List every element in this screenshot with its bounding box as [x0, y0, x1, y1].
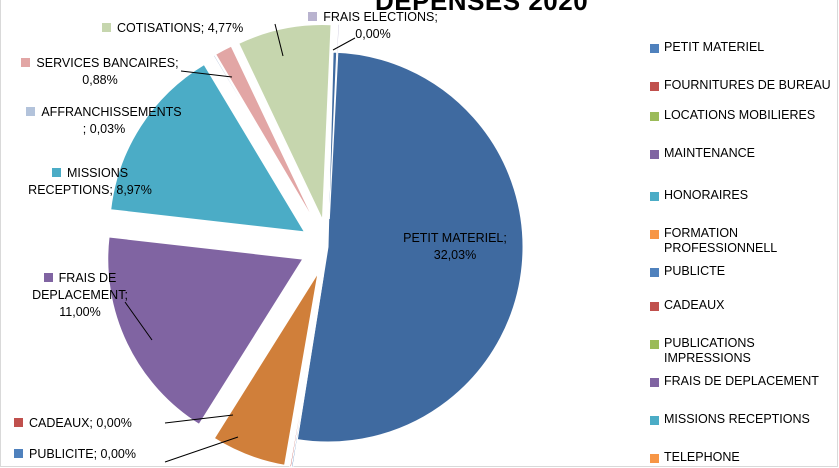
- data-label-frais-de-deplacement: FRAIS DE DEPLACEMENT; 11,00%: [32, 271, 128, 319]
- legend-item: PUBLICTE: [650, 264, 839, 279]
- data-label-services-bancaires: SERVICES BANCAIRES; 0,88%: [10, 55, 190, 89]
- legend-swatch: [650, 150, 659, 159]
- legend-item: PETIT MATERIEL: [650, 40, 839, 55]
- legend-swatch: [650, 454, 659, 463]
- data-label-missions-receptions: MISSIONS RECEPTIONS; 8,97%: [28, 166, 152, 197]
- legend-label: FOURNITURES DE BUREAU: [664, 78, 831, 92]
- legend-label: PUBLICTE: [664, 264, 726, 278]
- legend-label: FRAIS DE DEPLACEMENT: [664, 374, 819, 388]
- pie-slice-affranchissements: [212, 54, 315, 224]
- label-swatch: [21, 58, 31, 67]
- pie-slice-petit-materiel: [296, 51, 524, 443]
- data-label-petit-materiel: PETIT MATERIEL; 32,03%: [403, 231, 507, 262]
- pie-slice-services-bancaires: [215, 45, 316, 223]
- legend-swatch: [650, 82, 659, 91]
- legend-item: FRAIS DE DEPLACEMENT: [650, 374, 839, 389]
- leader-line: [124, 301, 153, 341]
- data-label-affranchissements: AFFRANCHISSEMENTS; 0,03%: [14, 104, 194, 138]
- legend-label: FORMATION PROFESSIONNELL: [664, 226, 778, 255]
- data-label-cotisations: COTISATIONS; 4,77%: [102, 20, 282, 37]
- pie-slice-cadeaux: [289, 274, 324, 468]
- legend-item: MAINTENANCE: [650, 146, 839, 161]
- legend-label: CADEAUX: [664, 298, 725, 312]
- legend-item: PUBLICATIONS IMPRESSIONS: [650, 336, 839, 366]
- data-label-publicite: PUBLICITE; 0,00%: [14, 446, 164, 463]
- legend-swatch: [650, 378, 659, 387]
- label-swatch: [14, 418, 23, 427]
- legend-label: PETIT MATERIEL: [664, 40, 765, 54]
- leader-line: [332, 37, 356, 51]
- legend-label: TELEPHONE: [664, 450, 740, 464]
- legend-label: MISSIONS RECEPTIONS: [664, 412, 810, 426]
- pie-slice-missions-receptions: [110, 63, 306, 233]
- legend-item: FOURNITURES DE BUREAU: [650, 78, 839, 93]
- label-swatch: [26, 107, 36, 116]
- leader-line: [180, 70, 233, 78]
- pie-slice-frais-elections: [328, 23, 340, 220]
- legend-swatch: [650, 112, 659, 121]
- legend-item: LOCATIONS MOBILIERES: [650, 108, 839, 123]
- legend-item: TELEPHONE: [650, 450, 839, 465]
- label-swatch: [308, 12, 318, 21]
- legend-item: MISSIONS RECEPTIONS: [650, 412, 839, 427]
- leader-line: [164, 436, 239, 463]
- legend-label: LOCATIONS MOBILIERES: [664, 108, 816, 122]
- legend-label: HONORAIRES: [664, 188, 749, 202]
- data-label-frais-elections: FRAIS ELECTIONS; 0,00%: [298, 9, 448, 43]
- pie-slice-frais-de-deplacement: [107, 236, 304, 426]
- legend-swatch: [650, 416, 659, 425]
- label-swatch: [102, 23, 111, 32]
- legend-swatch: [650, 340, 659, 349]
- label-swatch: [51, 168, 61, 177]
- legend-swatch: [650, 230, 659, 239]
- legend-label: PUBLICATIONS IMPRESSIONS: [664, 336, 755, 365]
- legend-swatch: [650, 44, 659, 53]
- chart-title: DEPENSES 2020: [375, 0, 589, 16]
- legend-swatch: [650, 268, 659, 277]
- label-swatch: [14, 449, 23, 458]
- leader-line: [274, 23, 284, 57]
- legend-swatch: [650, 302, 659, 311]
- data-label-cadeaux: CADEAUX; 0,00%: [14, 415, 164, 432]
- legend-item: CADEAUX: [650, 298, 839, 313]
- legend-label: MAINTENANCE: [664, 146, 755, 160]
- label-swatch: [43, 273, 53, 282]
- pie-slice-cotisations: [238, 24, 332, 220]
- leader-line: [164, 414, 234, 424]
- legend-item: HONORAIRES: [650, 188, 839, 203]
- legend-item: FORMATION PROFESSIONNELL: [650, 226, 839, 256]
- pie-slice-formation-professionnell: [213, 272, 319, 466]
- legend-swatch: [650, 192, 659, 201]
